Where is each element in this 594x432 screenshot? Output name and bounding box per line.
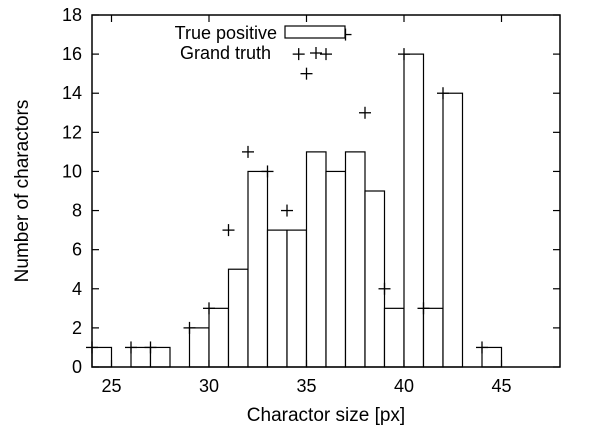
marker-grand-truth-42 [437, 87, 449, 100]
plot-frame [91, 14, 561, 368]
marker-grand-truth-40 [398, 48, 410, 61]
marker-grand-truth-41 [417, 302, 430, 315]
legend-label-grand-truth: Grand truth [180, 43, 271, 63]
bar-true-positive-40 [403, 53, 425, 368]
bar-true-positive-24 [91, 346, 113, 368]
marker-grand-truth-38 [359, 106, 371, 119]
y-tick-label-10: 10 [62, 161, 82, 181]
bar-true-positive-27 [149, 346, 171, 368]
bar-true-positive-44 [481, 346, 503, 368]
legend-swatch-grand-truth [310, 47, 322, 59]
y-tick-label-6: 6 [72, 240, 82, 260]
y-tick-label-0: 0 [72, 357, 82, 377]
bar-true-positive-35 [305, 151, 327, 368]
y-tick-label-14: 14 [62, 83, 82, 103]
y-tick-label-2: 2 [72, 318, 82, 338]
marker-grand-truth-26 [125, 341, 137, 354]
marker-grand-truth-35 [300, 67, 313, 80]
bar-true-positive-26 [130, 346, 152, 368]
bar-true-positive-36 [325, 170, 347, 368]
x-tick-label-35: 35 [296, 376, 316, 396]
x-tick-label-30: 30 [199, 376, 219, 396]
bar-true-positive-41 [422, 307, 444, 368]
bar-true-positive-37 [344, 151, 366, 368]
marker-grand-truth-30 [203, 302, 215, 315]
marker-grand-truth-34-6 [292, 48, 305, 61]
bar-true-positive-39 [383, 307, 405, 368]
y-tick-label-16: 16 [62, 44, 82, 64]
y-axis-label: Number of charactors [12, 100, 33, 283]
x-tick-label-25: 25 [101, 376, 121, 396]
y-tick-label-18: 18 [62, 5, 82, 25]
ticks-group: 25 30 35 40 45 0 2 4 6 8 10 12 14 16 18 [62, 5, 560, 396]
marker-grand-truth-27 [144, 341, 157, 354]
y-tick-label-12: 12 [62, 122, 82, 142]
x-tick-label-45: 45 [491, 376, 511, 396]
marker-grand-truth-36 [320, 48, 332, 61]
marker-grand-truth-39 [378, 282, 391, 295]
bars-group [91, 53, 503, 368]
x-tick-label-40: 40 [394, 376, 414, 396]
bar-true-positive-42 [442, 92, 464, 368]
y-tick-label-8: 8 [72, 201, 82, 221]
bar-true-positive-38 [364, 190, 386, 368]
y-tick-label-4: 4 [72, 279, 82, 299]
legend-label-true-positive: True positive [175, 23, 277, 43]
bar-true-positive-29 [188, 327, 210, 368]
marker-grand-truth-29 [183, 321, 196, 334]
marker-grand-truth-31 [222, 224, 235, 237]
marker-grand-truth-33 [261, 165, 274, 178]
bar-true-positive-30 [208, 307, 230, 368]
x-axis-label: Charactor size [px] [247, 405, 405, 426]
bar-true-positive-31 [227, 268, 249, 368]
marker-grand-truth-32 [242, 145, 254, 158]
legend-swatch-true-positive [284, 25, 346, 39]
bar-true-positive-33 [266, 229, 288, 368]
bar-true-positive-32 [247, 170, 269, 368]
legend: True positive Grand truth [175, 23, 346, 63]
marker-grand-truth-44 [476, 341, 488, 354]
bar-true-positive-34 [286, 229, 308, 368]
marker-grand-truth-34 [281, 204, 293, 217]
